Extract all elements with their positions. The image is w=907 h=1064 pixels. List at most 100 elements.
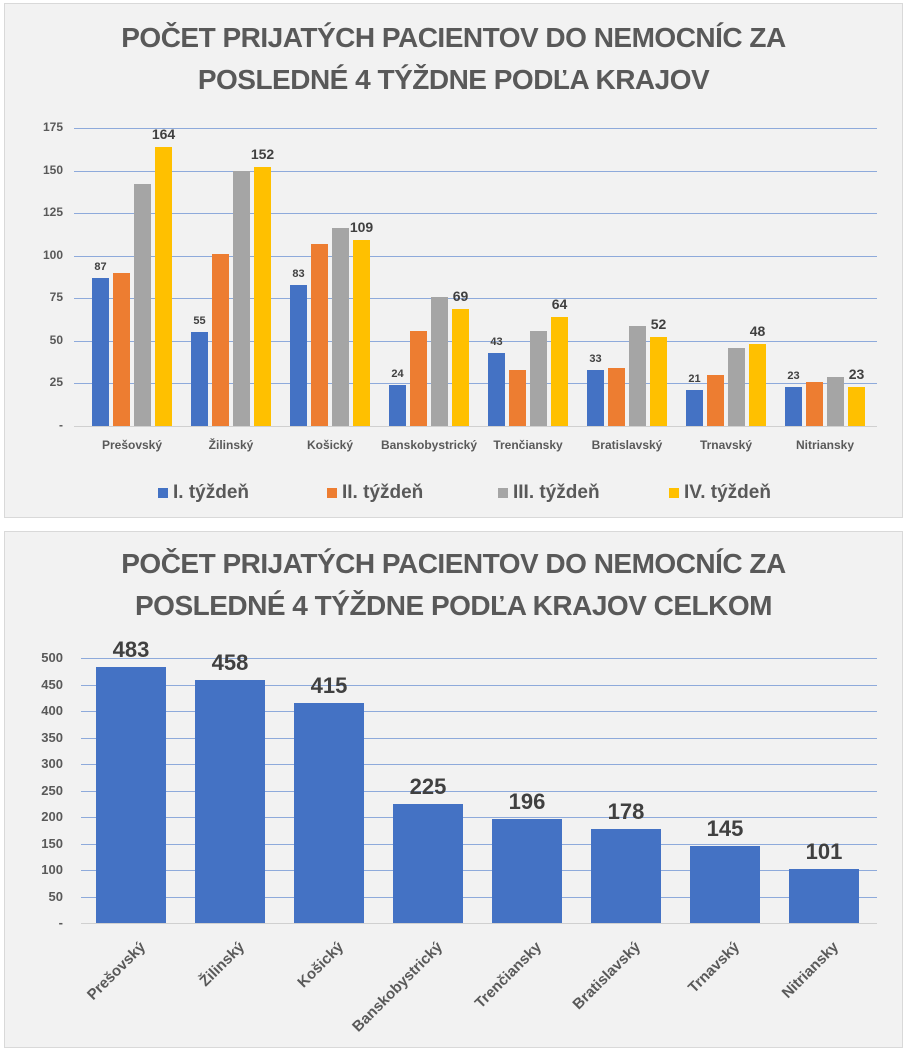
x-tick-label: Bratislavský — [591, 438, 663, 452]
x-axis-line — [81, 923, 877, 924]
bar-1-week — [92, 277, 109, 426]
data-label: 33 — [589, 352, 602, 365]
data-label: 23 — [848, 365, 865, 382]
bar-2-week — [707, 374, 724, 426]
gridline — [81, 870, 877, 871]
x-tick-label: Trenčiansky — [493, 438, 563, 452]
bar-3-week — [134, 184, 151, 426]
legend-swatch-icon — [158, 488, 168, 498]
data-label: 483 — [112, 637, 150, 662]
data-label: 145 — [706, 816, 744, 842]
y-tick-label: 175 — [42, 120, 63, 134]
x-tick-label: Banskobystrický — [380, 438, 478, 452]
bar-1-week — [191, 332, 208, 426]
gridline — [74, 340, 877, 342]
legend-item: III. týždeň — [498, 482, 600, 504]
data-label: 178 — [607, 798, 645, 824]
bar-2-week — [113, 272, 130, 426]
total-admissions-chart: POČET PRIJATÝCH PACIENTOV DO NEMOCNÍC ZA… — [4, 531, 903, 1048]
data-label: 164 — [151, 125, 176, 142]
chart-title-line-2: POSLEDNÉ 4 TÝŽDNE PODĽA KRAJOV CELKOM — [135, 590, 772, 621]
bar-2-week — [806, 381, 823, 426]
data-label: 64 — [551, 296, 568, 313]
data-label: 458 — [211, 650, 249, 676]
bar-1-week — [587, 369, 604, 426]
bar-3-week — [332, 228, 349, 426]
y-tick-label: 300 — [41, 756, 63, 771]
bar-3-week — [827, 376, 844, 426]
x-tick-label: Nitriansky — [795, 438, 855, 452]
legend-label: II. týždeň — [342, 482, 424, 503]
data-label: 23 — [787, 369, 800, 382]
bar-2-week — [410, 330, 427, 426]
x-axis-line — [74, 426, 877, 427]
chart-title-line-1: POČET PRIJATÝCH PACIENTOV DO NEMOCNÍC ZA — [121, 22, 786, 53]
bar-3-week — [530, 330, 547, 426]
bar-1-week — [686, 390, 703, 426]
data-label: 21 — [688, 373, 701, 386]
bar-4-week — [155, 146, 172, 426]
bar-4-week — [452, 308, 469, 426]
data-label: 43 — [490, 335, 503, 348]
legend-item: IV. týždeň — [669, 482, 771, 504]
gridline — [74, 213, 877, 215]
bar-4-week — [254, 167, 271, 426]
y-tick-label: 500 — [41, 650, 63, 665]
y-tick-label: 250 — [41, 782, 63, 798]
data-label: 87 — [94, 260, 107, 273]
bar-total — [690, 846, 760, 923]
bar-3-week — [629, 325, 646, 426]
bar-total — [492, 819, 562, 923]
gridline — [74, 128, 877, 129]
bar-1-week — [785, 386, 802, 426]
gridline — [74, 383, 877, 385]
y-tick-label: 150 — [41, 835, 63, 851]
gridline — [74, 170, 877, 172]
bar-4-week — [848, 386, 865, 426]
bar-total — [789, 869, 859, 923]
legend-item: I. týždeň — [158, 482, 249, 504]
gridline — [81, 896, 877, 898]
y-tick-label: - — [58, 915, 63, 930]
bar-1-week — [290, 284, 307, 426]
bar-2-week — [509, 369, 526, 426]
data-label: 225 — [409, 773, 447, 799]
bar-total — [393, 803, 463, 923]
gridline — [74, 298, 877, 300]
data-label: 196 — [508, 789, 546, 815]
legend-swatch-icon — [669, 488, 679, 498]
data-label: 48 — [749, 323, 766, 340]
gridline — [81, 843, 877, 845]
y-tick-label: 400 — [41, 703, 63, 718]
gridline — [81, 711, 877, 712]
y-tick-label: 50 — [48, 888, 63, 904]
gridline — [81, 737, 877, 739]
data-label: 152 — [250, 146, 275, 163]
data-label: 69 — [452, 287, 469, 304]
x-tick-label: Prešovský — [101, 438, 163, 452]
bar-4-week — [650, 337, 667, 426]
bar-4-week — [551, 317, 568, 426]
legend-label: I. týždeň — [173, 482, 250, 503]
y-tick-label: 75 — [49, 290, 63, 305]
bar-total — [195, 680, 265, 923]
gridline — [81, 817, 877, 818]
y-tick-label: 350 — [41, 729, 63, 745]
gridline — [81, 764, 877, 765]
bar-2-week — [311, 243, 328, 426]
chart-title-line-1: POČET PRIJATÝCH PACIENTOV DO NEMOCNÍC ZA — [121, 548, 786, 579]
weekly-admissions-chart: POČET PRIJATÝCH PACIENTOV DO NEMOCNÍC ZA… — [4, 3, 903, 518]
legend-swatch-icon — [498, 488, 508, 498]
gridline — [81, 658, 877, 659]
data-label: 55 — [193, 315, 206, 328]
bar-total — [591, 828, 661, 923]
y-tick-label: 25 — [49, 375, 63, 390]
y-tick-label: 100 — [41, 862, 63, 877]
bar-4-week — [353, 240, 370, 426]
bar-total — [96, 667, 166, 923]
chart-title-line-2: POSLEDNÉ 4 TÝŽDNE PODĽA KRAJOV — [197, 64, 710, 95]
gridline — [81, 790, 877, 792]
y-tick-label: 50 — [49, 332, 63, 347]
y-tick-label: 200 — [41, 809, 63, 824]
x-tick-label: Žilinský — [208, 438, 254, 452]
